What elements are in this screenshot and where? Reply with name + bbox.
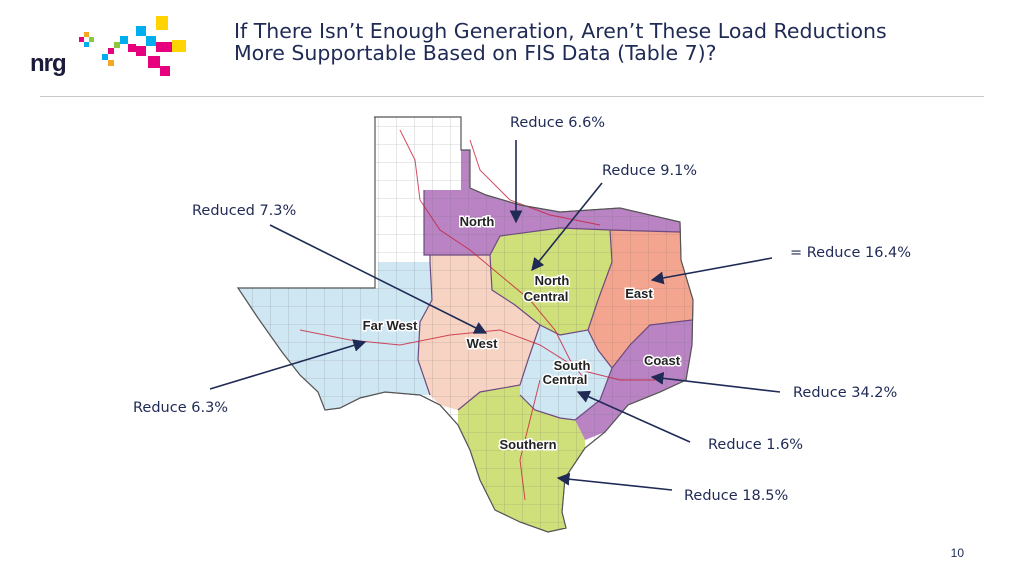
logo-wordmark: nrg (30, 50, 67, 77)
region-label-north-central-1: North (535, 273, 570, 288)
annotation-coast: Reduce 34.2% (793, 385, 898, 401)
region-label-north: North (460, 214, 495, 229)
arrow-coast (650, 371, 781, 393)
region-label-coast: Coast (644, 353, 681, 368)
page-number: 10 (950, 546, 964, 560)
region-label-far-west: Far West (363, 318, 418, 333)
annotation-east: = Reduce 16.4% (790, 245, 912, 261)
logo-mosaic-icon (79, 16, 186, 76)
arrow-west (269, 224, 488, 334)
region-label-south-central-1: South (554, 358, 591, 373)
arrow-east (650, 257, 773, 285)
region-label-west: West (467, 336, 498, 351)
annotation-south-central: Reduce 1.6% (708, 437, 804, 453)
annotation-north: Reduce 6.6% (510, 115, 606, 131)
slide-title: If There Isn’t Enough Generation, Aren’t… (234, 20, 994, 64)
annotation-north-central: Reduce 9.1% (602, 163, 698, 179)
title-divider (40, 96, 984, 97)
region-label-southern: Southern (499, 437, 556, 452)
nrg-logo: nrg (22, 14, 222, 78)
annotation-west: Reduced 7.3% (192, 203, 297, 219)
annotation-southern: Reduce 18.5% (684, 488, 789, 504)
title-line-2: More Supportable Based on FIS Data (Tabl… (234, 41, 717, 65)
annotation-far-west: Reduce 6.3% (133, 400, 229, 416)
title-line-1: If There Isn’t Enough Generation, Aren’t… (234, 19, 887, 43)
region-label-north-central-2: Central (524, 289, 569, 304)
region-label-east: East (625, 286, 653, 301)
arrow-southern (556, 472, 673, 491)
arrow-north-central (531, 182, 603, 271)
region-label-south-central-2: Central (543, 372, 588, 387)
arrow-south-central (576, 390, 691, 443)
arrow-far-west (209, 339, 367, 390)
